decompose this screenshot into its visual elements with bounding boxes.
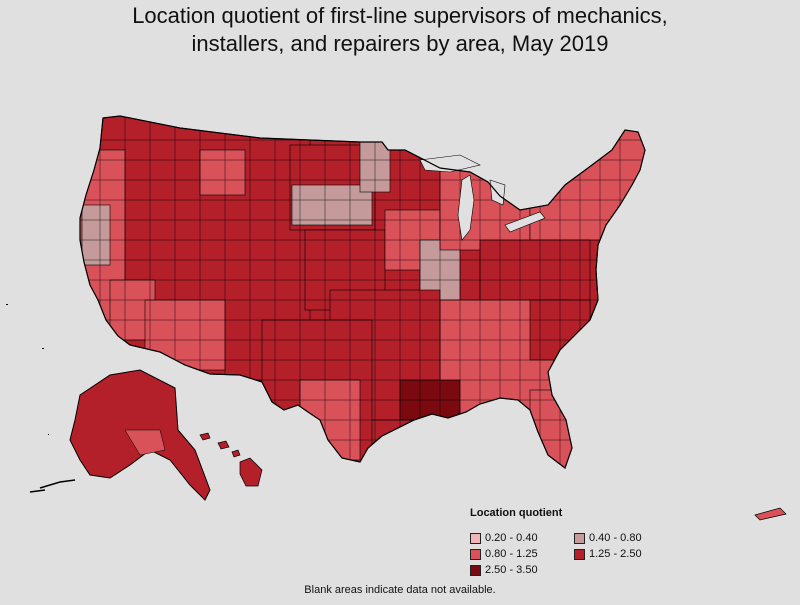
title-line-1: Location quotient of first-line supervis… xyxy=(132,3,668,28)
region-sd xyxy=(291,184,373,226)
legend-label-4: 2.50 - 3.50 xyxy=(485,564,538,576)
legend-item-3: 1.25 - 2.50 xyxy=(574,547,684,561)
map-title: Location quotient of first-line supervis… xyxy=(0,2,800,58)
title-line-2: installers, and repairers by area, May 2… xyxy=(191,31,609,56)
legend-title: Location quotient xyxy=(470,507,563,519)
legend-item-0: 0.20 - 0.40 xyxy=(470,531,574,545)
lake-michigan xyxy=(457,174,475,241)
lake-erie xyxy=(504,211,546,233)
conus-border xyxy=(79,115,646,469)
legend-item-1: 0.40 - 0.80 xyxy=(574,531,684,545)
lake-superior xyxy=(419,154,481,173)
legend-label-3: 1.25 - 2.50 xyxy=(589,548,642,560)
legend-item-2: 0.80 - 1.25 xyxy=(470,547,574,561)
legend-swatch-3 xyxy=(574,548,585,560)
region-nor-cal xyxy=(81,204,111,266)
legend-swatch-4 xyxy=(470,564,481,576)
legend-label-1: 0.40 - 0.80 xyxy=(589,532,642,544)
legend-swatch-0 xyxy=(470,532,481,544)
legend-swatch-1 xyxy=(574,532,585,544)
puerto-rico xyxy=(754,507,787,521)
region-arizona xyxy=(144,299,226,371)
legend-item-4: 2.50 - 3.50 xyxy=(470,563,574,577)
legend-swatch-2 xyxy=(470,548,481,560)
region-montana-east xyxy=(199,149,246,196)
legend: Location quotient 0.20 - 0.40 0.40 - 0.8… xyxy=(470,507,700,577)
alaska xyxy=(29,369,211,501)
map-specks xyxy=(6,304,49,435)
hawaii xyxy=(199,432,263,487)
legend-label-0: 0.20 - 0.40 xyxy=(485,532,538,544)
footnote: Blank areas indicate data not available. xyxy=(304,584,496,596)
region-great-lakes xyxy=(439,169,531,251)
legend-label-2: 0.80 - 1.25 xyxy=(485,548,538,560)
